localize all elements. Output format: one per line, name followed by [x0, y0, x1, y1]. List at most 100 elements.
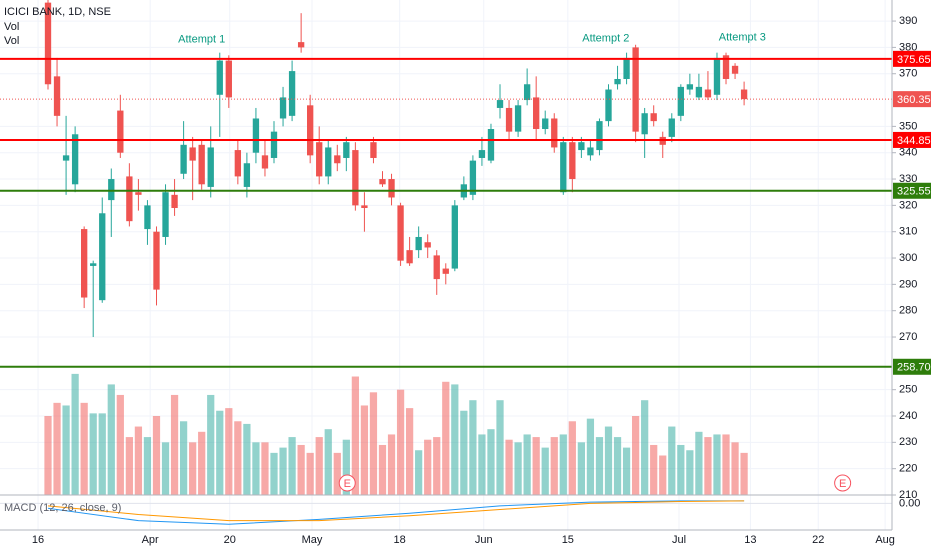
candle-body	[261, 155, 269, 169]
candle-body	[297, 42, 305, 48]
candle-body	[171, 194, 178, 209]
volume-bar	[433, 437, 441, 495]
candle-body	[62, 155, 70, 161]
level-tag	[893, 91, 931, 108]
y-tick-label: 280	[899, 305, 917, 317]
candle-body	[198, 144, 205, 185]
volume-bar	[686, 450, 694, 495]
candle-body	[487, 129, 495, 161]
volume-bar	[424, 439, 432, 495]
level-label: 360.35	[897, 94, 931, 106]
level-tag	[893, 182, 931, 199]
candle-body	[451, 205, 458, 269]
event-marker	[338, 474, 356, 492]
candle-body	[569, 142, 576, 180]
candle-body	[352, 150, 359, 206]
candle-body	[469, 160, 477, 195]
candle-body	[90, 263, 97, 266]
x-tick-label: 20	[224, 534, 236, 546]
y-tick-label: 350	[899, 120, 917, 132]
volume-bar	[713, 434, 721, 495]
x-tick-label: 13	[744, 534, 756, 546]
macd-label: MACD (12, 26, close, 9)	[4, 502, 121, 514]
candle-body	[343, 142, 350, 158]
x-tick-label: Apr	[142, 534, 159, 546]
volume-bar	[53, 402, 61, 495]
volume-bar	[387, 434, 396, 495]
volume-bar	[324, 429, 332, 495]
candle-body	[189, 147, 196, 161]
volume-bar	[170, 394, 179, 495]
volume-bar	[89, 413, 97, 495]
x-tick-label: 18	[394, 534, 406, 546]
y-tick-label: 230	[899, 436, 917, 448]
candle-body	[379, 179, 386, 185]
volume-bar	[396, 389, 405, 495]
level-label: 344.85	[897, 135, 931, 147]
macd-tick-label: 0.00	[899, 497, 920, 509]
volume-bar	[415, 450, 423, 495]
candle-body	[514, 105, 522, 132]
volume-pane	[44, 373, 748, 495]
x-tick-label: 15	[562, 534, 574, 546]
volume-bar	[161, 442, 170, 495]
chart-title: ICICI BANK, 1D, NSE	[4, 6, 111, 18]
candle-body	[108, 179, 115, 201]
volume-bar	[297, 444, 305, 495]
labels: 16 Apr 20 May 18 Jun 15 Jul 13 22 Aug 390 380 370 350 3…	[32, 15, 917, 546]
volume-bar	[487, 429, 495, 495]
volume-bar	[207, 394, 215, 495]
levels: 375.65 344.85 325.55 258.70 360.35	[0, 50, 931, 375]
macd-line	[47, 500, 745, 522]
candle-body	[252, 118, 260, 153]
candle-body	[370, 142, 377, 158]
volume-bar	[243, 423, 251, 495]
volume-bar	[568, 421, 576, 495]
volume-bar	[333, 452, 341, 495]
candle-body	[605, 89, 612, 122]
candle-body	[641, 113, 648, 135]
y-tick-label: 220	[899, 463, 917, 475]
candle-body	[542, 118, 549, 130]
candle-body	[496, 100, 504, 108]
candle-body	[207, 147, 214, 187]
x-tick-label: Jul	[672, 534, 686, 546]
candle-body	[53, 76, 61, 116]
candle-body	[623, 57, 630, 79]
volume-bar	[695, 431, 703, 495]
candle-body	[533, 97, 540, 130]
annotation: Attempt 1	[178, 33, 225, 45]
candle-body	[117, 110, 124, 153]
y-tick-label: 270	[899, 331, 917, 343]
volume-bar	[523, 434, 531, 495]
volume-bar	[342, 439, 350, 495]
candle-body	[334, 155, 341, 164]
level-tag	[893, 358, 931, 375]
volume-bar	[62, 405, 70, 495]
macd-line	[47, 500, 745, 525]
level-label: 325.55	[897, 186, 931, 198]
candle-body	[216, 60, 223, 95]
candle-body	[686, 84, 694, 90]
volume-bar	[71, 373, 79, 495]
candle-body	[225, 60, 232, 98]
candle-body	[523, 84, 531, 101]
volume-bar	[641, 400, 649, 495]
candle-body	[614, 78, 621, 85]
y-tick-label: 320	[899, 199, 917, 211]
candle-body	[99, 213, 106, 301]
volume-bar	[469, 400, 477, 495]
volume-bar	[351, 376, 359, 495]
volume-bar	[306, 452, 314, 495]
candle-body	[126, 176, 133, 222]
x-tick-label: Aug	[875, 534, 895, 546]
volume-bar	[189, 442, 197, 495]
volume-bar	[116, 394, 124, 495]
candle-body	[731, 65, 739, 74]
y-tick-label: 380	[899, 41, 917, 53]
candle-body	[406, 250, 413, 264]
candle-body	[180, 144, 187, 174]
volume-bar	[677, 444, 685, 495]
indicator-label: Vol	[4, 35, 19, 47]
